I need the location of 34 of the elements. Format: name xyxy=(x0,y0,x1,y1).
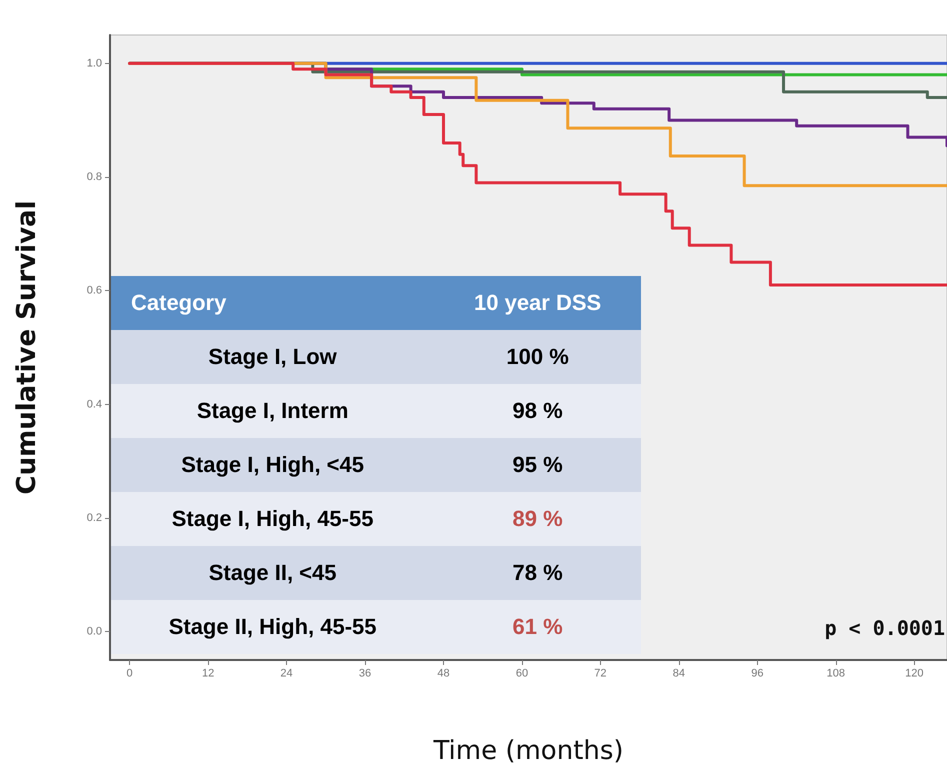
y-tick-label: 0.4 xyxy=(86,398,102,410)
y-tick-label: 0.2 xyxy=(86,512,102,524)
text: 89 % xyxy=(512,506,563,531)
x-axis-title: Time (months) xyxy=(432,736,624,766)
y-tick-label: 1.0 xyxy=(86,57,102,70)
y-tick-label: 0.6 xyxy=(86,284,102,297)
x-tick-label: 72 xyxy=(594,668,607,680)
text: 95 % xyxy=(512,452,563,477)
y-tick-label: 0.8 xyxy=(86,171,102,184)
x-tick-label: 108 xyxy=(826,668,846,680)
y-axis-title: Cumulative Survival xyxy=(12,200,42,494)
x-tick-label: 96 xyxy=(751,668,764,680)
text: 61 % xyxy=(512,614,563,639)
x-tick-label: 12 xyxy=(202,668,214,680)
x-tick-label: 60 xyxy=(516,668,528,680)
category-label: Stage I, Low xyxy=(111,330,434,384)
text: 100 % xyxy=(506,344,569,369)
x-tick-label: 0 xyxy=(126,668,133,680)
y-tick-label: 0.0 xyxy=(86,626,102,638)
x-tick-label: 120 xyxy=(905,668,924,680)
category-label: Stage I, High, <45 xyxy=(111,438,434,492)
text: 98 % xyxy=(512,398,563,423)
x-tick-label: 84 xyxy=(672,668,686,680)
category-label: Stage I, Interm xyxy=(111,384,434,438)
x-tick-label: 48 xyxy=(437,668,450,680)
annotation: p < 0.0001 xyxy=(824,616,946,640)
x-tick-label: 36 xyxy=(358,668,372,680)
text: 78 % xyxy=(512,560,563,585)
x-tick-label: 24 xyxy=(280,668,293,680)
annotation: Category xyxy=(111,276,434,330)
category-label: Stage II, <45 xyxy=(111,546,434,600)
annotation: 10 year DSS xyxy=(434,276,641,330)
category-label: Stage I, High, 45-55 xyxy=(111,492,434,546)
category-label: Stage II, High, 45-55 xyxy=(111,600,434,654)
